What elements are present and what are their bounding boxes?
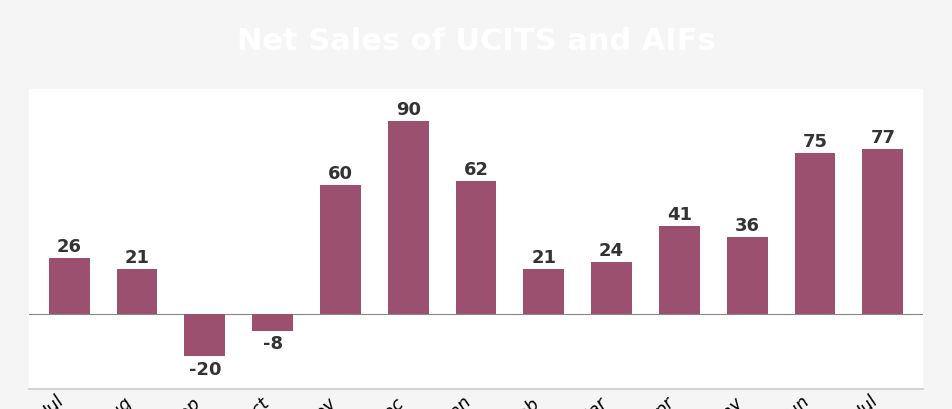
Text: Net Sales of UCITS and AIFs: Net Sales of UCITS and AIFs [237, 27, 715, 55]
Text: -8: -8 [263, 334, 283, 352]
Bar [524, 269, 565, 314]
Text: 62: 62 [464, 160, 488, 178]
Bar [659, 227, 700, 314]
Text: 21: 21 [125, 248, 149, 266]
Text: 41: 41 [667, 205, 692, 223]
Text: 75: 75 [803, 133, 827, 151]
Text: 77: 77 [870, 128, 895, 146]
Text: 36: 36 [735, 216, 760, 234]
Bar [591, 263, 632, 314]
Text: 26: 26 [57, 237, 82, 255]
Bar [795, 154, 835, 314]
Bar [320, 186, 361, 314]
Bar [117, 269, 157, 314]
Bar [387, 122, 428, 314]
Text: 24: 24 [599, 242, 625, 260]
Bar [252, 314, 293, 331]
Bar [863, 150, 903, 314]
Text: 60: 60 [327, 165, 353, 183]
Bar [185, 314, 226, 357]
Bar [456, 182, 496, 314]
Text: -20: -20 [188, 360, 221, 378]
Text: 21: 21 [531, 248, 556, 266]
Text: 90: 90 [396, 101, 421, 119]
Bar [726, 237, 767, 314]
Bar [49, 258, 89, 314]
